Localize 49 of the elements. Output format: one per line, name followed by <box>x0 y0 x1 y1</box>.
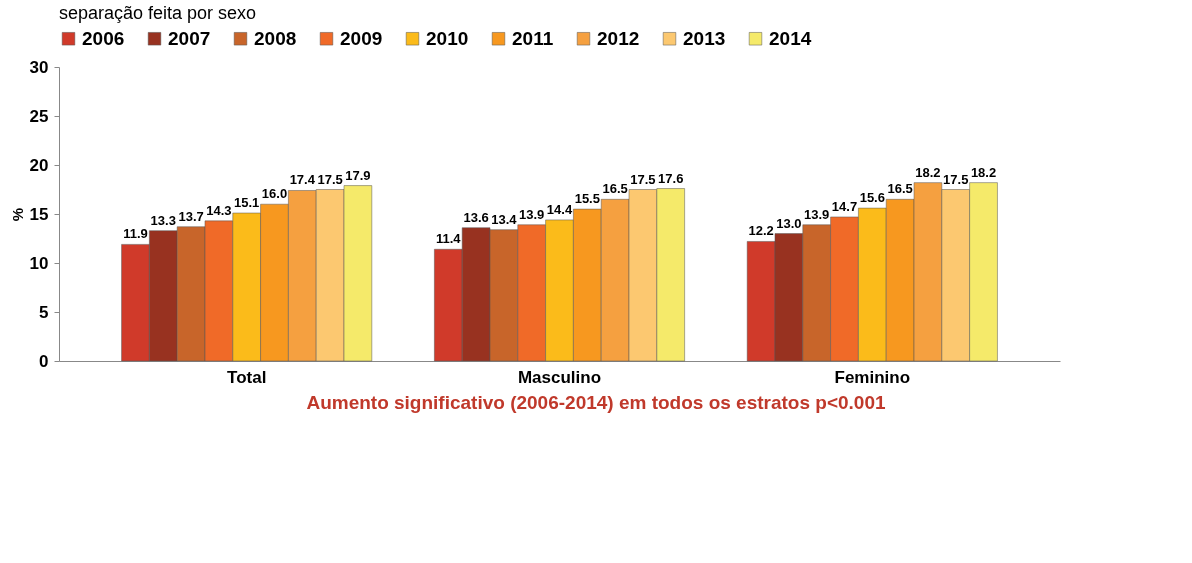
data-label: 16.0 <box>261 186 288 202</box>
data-label: 13.9 <box>804 206 830 222</box>
data-label: 16.5 <box>602 181 628 197</box>
legend-label: 2007 <box>168 27 211 49</box>
data-label: 14.7 <box>831 198 858 214</box>
data-label: 13.6 <box>463 209 489 225</box>
y-tick-label: 5 <box>39 302 49 322</box>
y-tick-label: 15 <box>29 204 49 224</box>
data-label: 11.4 <box>435 231 462 247</box>
data-label: 18.2 <box>915 164 941 180</box>
legend-label: 2010 <box>426 27 469 49</box>
x-tick-label: Feminino <box>834 367 911 387</box>
data-label: 17.5 <box>630 171 656 187</box>
legend-label: 2009 <box>340 27 383 49</box>
legend-label: 2014 <box>769 27 812 49</box>
y-tick-label: 0 <box>39 351 49 371</box>
y-tick-label: 30 <box>29 57 49 77</box>
data-label: 11.9 <box>123 226 148 242</box>
data-label: 12.2 <box>748 223 774 239</box>
x-tick-label: Masculino <box>517 367 602 387</box>
legend-label: 2013 <box>683 27 726 49</box>
legend-label: 2008 <box>254 27 297 49</box>
y-axis-title: % <box>8 207 26 222</box>
data-label: 13.4 <box>491 211 518 227</box>
data-label: 14.3 <box>206 202 232 218</box>
data-label: 13.7 <box>178 208 204 224</box>
data-label: 18.2 <box>970 164 997 180</box>
data-label: 15.6 <box>859 190 885 206</box>
data-label: 15.5 <box>574 191 600 207</box>
y-tick-label: 25 <box>29 106 49 126</box>
data-label: 13.0 <box>776 215 802 231</box>
x-tick-label: Total <box>227 367 267 387</box>
data-label: 14.4 <box>546 201 573 217</box>
data-label: 17.4 <box>289 172 316 188</box>
data-label: 13.9 <box>519 206 545 222</box>
legend-label: 2006 <box>82 27 125 49</box>
chart-title: separação feita por sexo <box>59 3 257 23</box>
data-label: 17.5 <box>317 171 343 187</box>
y-tick-label: 10 <box>29 253 49 273</box>
data-label: 17.6 <box>658 170 684 186</box>
legend-label: 2012 <box>597 27 640 49</box>
data-label: 17.5 <box>943 171 969 187</box>
legend-label: 2011 <box>512 27 554 49</box>
data-label: 16.5 <box>887 181 913 197</box>
text: Aumento significativo (2006-2014) em todos os estratos p<0.001 <box>305 392 887 414</box>
data-label: 17.9 <box>345 167 371 183</box>
data-label: 13.3 <box>150 212 176 228</box>
data-label: 15.1 <box>234 195 260 211</box>
y-tick-label: 20 <box>29 155 49 175</box>
